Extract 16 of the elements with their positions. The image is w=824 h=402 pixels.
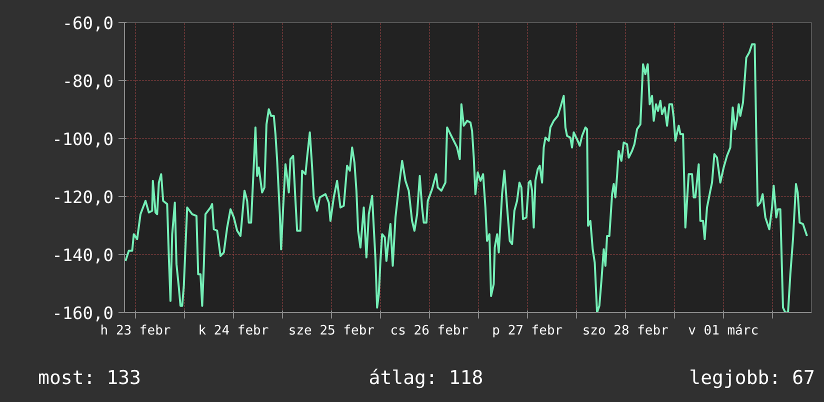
y-tick-label: -60,0 xyxy=(62,14,114,34)
x-tick-label: h 23 febr xyxy=(100,324,171,338)
x-tick-label: v 01 márc xyxy=(688,324,759,338)
x-tick-label: p 27 febr xyxy=(492,324,563,338)
y-tick-label: -140,0 xyxy=(52,246,114,266)
y-tick-label: -160,0 xyxy=(52,304,114,324)
y-tick-label: -80,0 xyxy=(62,72,114,92)
x-tick-label: k 24 febr xyxy=(198,324,269,338)
x-tick-label: sze 25 febr xyxy=(288,324,375,338)
text: most: 133 xyxy=(38,366,141,391)
y-tick-label: -100,0 xyxy=(52,130,114,150)
text: legjobb: 67 xyxy=(689,366,815,391)
x-tick-label: cs 26 febr xyxy=(390,324,469,338)
x-tick-label: szo 28 febr xyxy=(582,324,669,338)
y-tick-label: -120,0 xyxy=(52,188,114,208)
text: átlag: 118 xyxy=(368,366,484,391)
